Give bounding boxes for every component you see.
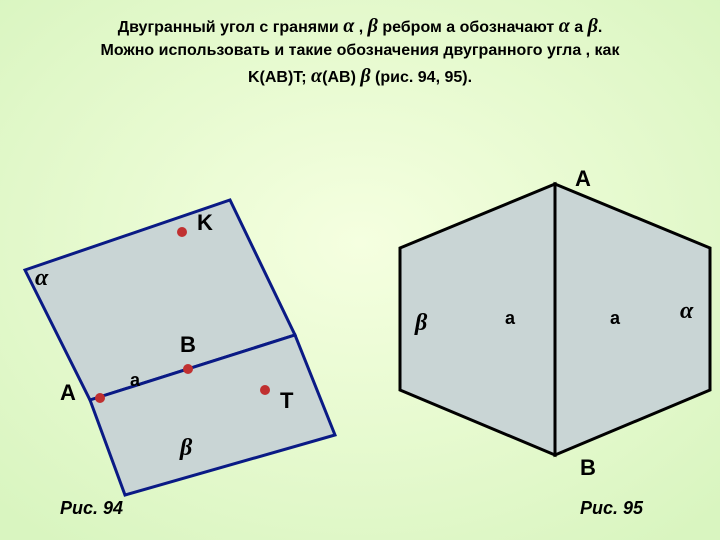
header-part: ,	[354, 19, 367, 36]
dot-k	[177, 227, 187, 237]
dot-b	[183, 364, 193, 374]
greek-beta: β	[368, 15, 378, 37]
dot-t	[260, 385, 270, 395]
greek-alpha: α	[559, 15, 570, 37]
greek-alpha: α	[343, 15, 354, 37]
header-part: (AB)	[322, 69, 360, 86]
label-a: а	[130, 370, 140, 391]
header-text: Двугранный угол с гранями α , β ребром а…	[40, 12, 680, 90]
label95-beta: β	[415, 310, 427, 337]
greek-alpha: α	[311, 65, 322, 87]
header-part: .	[598, 19, 602, 36]
dot-a	[95, 393, 105, 403]
label-B: B	[180, 332, 196, 358]
caption-95: Рис. 95	[580, 498, 643, 519]
header-line2: Можно использовать и такие обозначения д…	[40, 40, 680, 62]
header-part: (рис. 94, 95).	[371, 69, 472, 86]
label-alpha: α	[35, 265, 48, 292]
label-K: K	[197, 210, 213, 236]
label-beta: β	[180, 435, 192, 462]
label95-alpha: α	[680, 298, 693, 325]
header-part: Двугранный угол с гранями	[118, 19, 343, 36]
label95-a1: а	[505, 308, 515, 329]
label-A: A	[60, 380, 76, 406]
header-part: ребром а обозначают	[378, 19, 559, 36]
greek-beta: β	[588, 15, 598, 37]
label95-a2: а	[610, 308, 620, 329]
label-T: T	[280, 388, 293, 414]
header-part: K(AB)T;	[248, 69, 311, 86]
label95-B: B	[580, 455, 596, 481]
greek-beta: β	[360, 65, 370, 87]
label95-A: A	[575, 166, 591, 192]
diagram-95	[370, 180, 720, 520]
header-part: а	[570, 19, 588, 36]
caption-94: Рис. 94	[60, 498, 123, 519]
